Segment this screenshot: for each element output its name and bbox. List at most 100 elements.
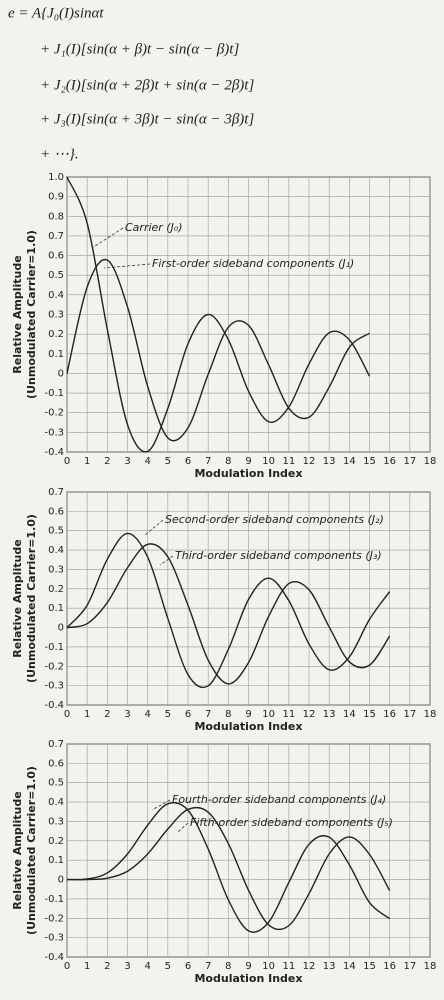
annotation-leader [151, 799, 171, 811]
annotation-leader [159, 555, 174, 566]
x-tick-label: 11 [282, 709, 295, 720]
x-tick-label: 2 [104, 456, 110, 467]
x-tick-label: 11 [282, 456, 295, 467]
y-tick-label: 0 [58, 875, 64, 886]
x-tick-label: 8 [225, 456, 231, 467]
x-tick-label: 0 [64, 456, 70, 467]
y-tick-label: -0.2 [44, 408, 64, 419]
x-tick-label: 15 [363, 709, 376, 720]
x-axis-label: Modulation Index [194, 467, 302, 480]
y-tick-label: -0.1 [44, 642, 64, 653]
equation-line: + J₁(I)[sin(α + β)t − sin(α − β)t] [40, 41, 239, 57]
annotation-leader [144, 519, 164, 536]
x-tick-label: 3 [124, 961, 130, 972]
y-tick-label: 0.7 [48, 739, 64, 750]
x-tick-label: 16 [383, 709, 396, 720]
x-tick-label: 8 [225, 709, 231, 720]
annotation-leader [177, 822, 189, 833]
y-tick-label: 0.6 [48, 251, 64, 262]
series-line [66, 258, 370, 442]
y-tick-label: -0.4 [44, 447, 64, 458]
x-tick-label: 12 [303, 961, 316, 972]
x-axis-label: Modulation Index [194, 720, 302, 733]
x-tick-label: 9 [245, 961, 251, 972]
y-tick-label: 0.5 [48, 270, 64, 281]
x-tick-label: 14 [343, 709, 356, 720]
y-tick-label: 0.6 [48, 506, 64, 517]
y-tick-label: 0.4 [48, 290, 64, 301]
y-tick-label: 0.2 [48, 836, 64, 847]
y-tick-label: 0.5 [48, 526, 64, 537]
y-tick-label: -0.3 [44, 427, 64, 438]
y-tick-label: 0.7 [48, 487, 64, 498]
x-tick-label: 2 [104, 709, 110, 720]
x-tick-label: 5 [165, 709, 171, 720]
annotation: First-order sideband components (J₁) [152, 257, 354, 270]
equation-line: + J₂(I)[sin(α + 2β)t + sin(α − 2β)t] [40, 77, 254, 93]
x-tick-label: 10 [262, 456, 275, 467]
x-tick-label: 7 [205, 709, 211, 720]
x-tick-label: 12 [303, 456, 316, 467]
y-tick-label: 0.3 [48, 310, 64, 321]
x-tick-label: 15 [363, 961, 376, 972]
x-tick-label: 1 [84, 961, 90, 972]
y-tick-label: 0.8 [48, 211, 64, 222]
x-tick-label: 5 [165, 456, 171, 467]
series-line [66, 806, 391, 931]
y-tick-label: 0.9 [48, 192, 64, 203]
x-tick-label: 10 [262, 709, 275, 720]
x-tick-label: 15 [363, 456, 376, 467]
y-axis-label: (Unmodulated Carrier=1.0) [25, 766, 38, 935]
y-axis-label: Relative Amplitude [11, 255, 24, 373]
y-tick-label: 0.4 [48, 797, 64, 808]
annotation: Fifth-order sideband components (J₅) [190, 816, 393, 829]
x-axis-label: Modulation Index [194, 972, 302, 985]
y-tick-label: -0.2 [44, 913, 64, 924]
x-tick-label: 6 [185, 709, 191, 720]
x-tick-label: 5 [165, 961, 171, 972]
equation-line: + ⋯}. [40, 146, 79, 162]
x-tick-label: 13 [323, 456, 336, 467]
y-tick-label: 0.3 [48, 564, 64, 575]
series-line [66, 543, 391, 685]
y-tick-label: 0.6 [48, 758, 64, 769]
x-tick-label: 17 [403, 456, 416, 467]
y-tick-label: 0.3 [48, 816, 64, 827]
x-tick-label: 6 [185, 961, 191, 972]
annotation-leader [103, 263, 151, 269]
y-tick-label: 0 [58, 623, 64, 634]
equation-line: e = A{J₀(I)sinαt [8, 5, 104, 21]
series-line [66, 176, 371, 453]
x-tick-label: 7 [205, 961, 211, 972]
annotation: Second-order sideband components (J₂) [165, 513, 384, 526]
x-tick-label: 14 [343, 961, 356, 972]
x-tick-label: 12 [303, 709, 316, 720]
equation-line: + J₃(I)[sin(α + 3β)t − sin(α − 3β)t] [40, 111, 254, 127]
x-tick-label: 18 [424, 709, 437, 720]
y-tick-label: 0.1 [48, 349, 64, 360]
y-tick-label: -0.1 [44, 388, 64, 399]
y-axis-label: (Unmodulated Carrier=1.0) [25, 514, 38, 683]
x-tick-label: 17 [403, 709, 416, 720]
y-tick-label: -0.3 [44, 681, 64, 692]
y-axis-label: (Unmodulated Carrier=1.0) [25, 230, 38, 399]
annotation: Carrier (J₀) [125, 221, 183, 234]
x-tick-label: 9 [245, 456, 251, 467]
x-tick-label: 18 [424, 961, 437, 972]
x-tick-label: 7 [205, 456, 211, 467]
y-axis-label: Relative Amplitude [11, 791, 24, 909]
y-tick-label: -0.2 [44, 661, 64, 672]
x-tick-label: 11 [282, 961, 295, 972]
annotation: Fourth-order sideband components (J₄) [172, 793, 386, 806]
y-tick-label: -0.3 [44, 933, 64, 944]
x-tick-label: 1 [84, 709, 90, 720]
x-tick-label: 17 [403, 961, 416, 972]
y-tick-label: 0.5 [48, 778, 64, 789]
x-tick-label: 13 [323, 709, 336, 720]
x-tick-label: 4 [144, 709, 150, 720]
y-tick-label: 0.1 [48, 603, 64, 614]
y-tick-label: 1.0 [48, 172, 64, 183]
y-tick-label: 0 [58, 368, 64, 379]
y-tick-label: 0.2 [48, 584, 64, 595]
y-axis-label: Relative Amplitude [11, 539, 24, 657]
